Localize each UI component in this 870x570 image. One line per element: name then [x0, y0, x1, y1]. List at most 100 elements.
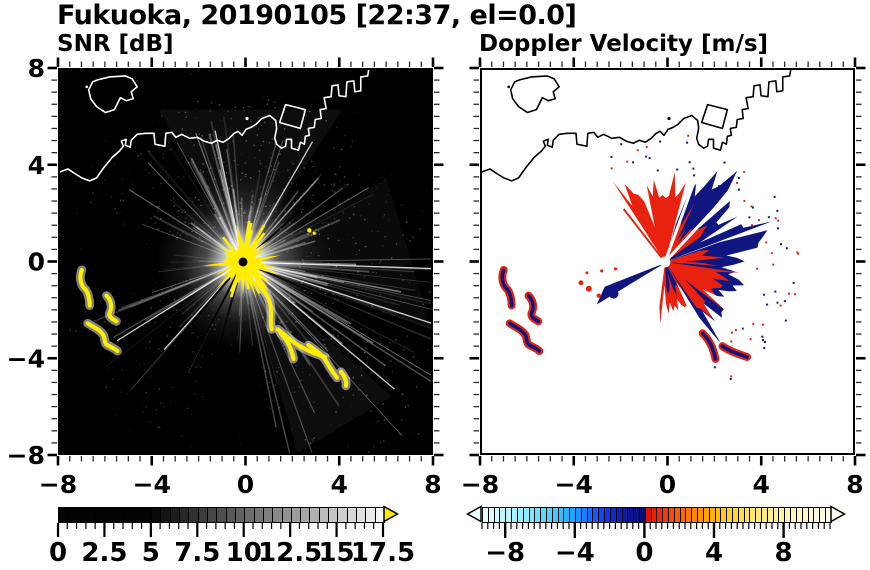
- velocity-over-range-arrow: [830, 505, 847, 523]
- velocity-colorbar-cell: [686, 508, 693, 522]
- velocity-colorbar-cell: [703, 508, 710, 522]
- velocity-colorbar-cell: [488, 508, 495, 522]
- white-gap: [663, 172, 699, 263]
- coastline-mainland: [60, 70, 370, 182]
- islet-dot: [85, 85, 88, 89]
- coastline-island: [87, 75, 138, 114]
- snr-panel-title: SNR [dB]: [57, 31, 174, 57]
- velocity-colorbar-cell: [570, 508, 576, 522]
- velocity-colorbar-cell: [750, 508, 757, 522]
- velocity-colorbar-cell: [576, 508, 582, 522]
- velocity-colorbar-cell: [820, 508, 826, 522]
- velocity-colorbar-cell: [639, 508, 646, 522]
- snr-colorbar-cell: [263, 508, 274, 522]
- velocity-colorbar-cell: [727, 508, 733, 522]
- velocity-colorbar-label: 0: [635, 538, 653, 568]
- snr-over-range-arrow: [383, 505, 400, 523]
- snr-colorbar-cell: [310, 508, 320, 522]
- velocity-colorbar-cell: [512, 508, 518, 522]
- velocity-colorbar-cell: [814, 508, 821, 522]
- white-gap: [663, 180, 742, 264]
- snr-colorbar-cell: [96, 508, 106, 522]
- coastline-mainland: [482, 70, 792, 182]
- snr-colorbar-cell: [375, 508, 384, 522]
- coastline-pier: [278, 103, 307, 130]
- velocity-colorbar-cell: [483, 508, 489, 522]
- snr-colorbar-cell: [366, 508, 376, 522]
- velocity-plot-area: [480, 68, 855, 455]
- clutter-arcs-navy: [500, 268, 749, 361]
- west-red-dot: [585, 271, 589, 275]
- x-tick-label: 0: [659, 470, 676, 499]
- velocity-colorbar: [482, 507, 832, 523]
- snr-colorbar-cell: [347, 508, 357, 522]
- velocity-colorbar-cell: [541, 508, 547, 522]
- velocity-colorbar-cell: [825, 508, 831, 522]
- velocity-colorbar-cell: [558, 508, 565, 522]
- clutter-yellow: [78, 267, 349, 388]
- snr-colorbar-cell: [161, 508, 171, 522]
- snr-colorbar-cell: [198, 508, 208, 522]
- velocity-colorbar-cell: [494, 508, 501, 522]
- snr-colorbar-cell: [68, 508, 78, 522]
- velocity-lobe: [665, 261, 678, 295]
- velocity-colorbar-cell: [622, 508, 629, 522]
- snr-colorbar-cell: [217, 508, 227, 522]
- velocity-colorbar-cell: [517, 508, 524, 522]
- velocity-lobe: [612, 171, 686, 262]
- snr-colorbar-cell: [273, 508, 283, 522]
- snr-colorbar-cell: [59, 508, 69, 522]
- islet-dot: [507, 85, 510, 89]
- snr-colorbar-cell: [152, 508, 162, 522]
- velocity-colorbar-cell: [593, 508, 600, 522]
- y-tick-label: 8: [28, 54, 45, 83]
- velocity-colorbar-cell: [634, 508, 640, 522]
- west-red-dot: [596, 293, 601, 298]
- velocity-colorbar-cell: [796, 508, 803, 522]
- velocity-colorbar-cell: [692, 508, 699, 522]
- coastline: [60, 70, 370, 182]
- velocity-colorbar-cell: [564, 508, 571, 522]
- x-tick-label: 8: [424, 470, 441, 499]
- x-tick-label: −4: [133, 470, 171, 499]
- velocity-lobe: [665, 203, 707, 262]
- snr-colorbar-label: 15: [318, 538, 354, 568]
- snr-colorbar-cell: [235, 508, 246, 522]
- snr-colorbar-label: 2.5: [81, 538, 127, 568]
- velocity-colorbar-cell: [773, 508, 780, 522]
- velocity-colorbar-label: −8: [485, 538, 525, 568]
- velocity-field: [482, 70, 853, 453]
- snr-colorbar-cell: [282, 508, 292, 522]
- velocity-colorbar-cell: [674, 508, 681, 522]
- velocity-colorbar-cell: [808, 508, 815, 522]
- snr-colorbar-cell: [254, 508, 264, 522]
- velocity-colorbar-cell: [535, 508, 542, 522]
- velocity-lobe: [665, 261, 741, 319]
- snr-field: [60, 70, 431, 453]
- velocity-colorbar-cell: [552, 508, 559, 522]
- snr-colorbar-label: 10: [226, 538, 262, 568]
- snr-colorbar-label: 7.5: [174, 538, 220, 568]
- islet-dot: [245, 116, 249, 121]
- snr-colorbar-cell: [114, 508, 125, 522]
- velocity-colorbar-cell: [715, 508, 722, 522]
- coastline: [482, 70, 792, 182]
- coastline-pier: [700, 103, 729, 130]
- velocity-lobe: [665, 249, 725, 267]
- velocity-colorbar-cell: [663, 508, 669, 522]
- snr-colorbar-label: 17.5: [351, 538, 415, 568]
- velocity-colorbar-cell: [785, 508, 792, 522]
- snr-colorbar-cell: [226, 508, 236, 522]
- snr-colorbar: [58, 507, 385, 523]
- snr-colorbar-cell: [86, 508, 97, 522]
- velocity-colorbar-cell: [628, 508, 635, 522]
- x-tick-label: 0: [237, 470, 254, 499]
- velocity-colorbar-cell: [698, 508, 704, 522]
- nnw-red-streak: [622, 208, 666, 263]
- velocity-colorbar-cell: [767, 508, 774, 522]
- clutter-dot: [312, 231, 316, 235]
- x-tick-label: 8: [846, 470, 863, 499]
- velocity-colorbar-label: 8: [775, 538, 793, 568]
- velocity-colorbar-cell: [645, 508, 652, 522]
- velocity-colorbar-cell: [802, 508, 809, 522]
